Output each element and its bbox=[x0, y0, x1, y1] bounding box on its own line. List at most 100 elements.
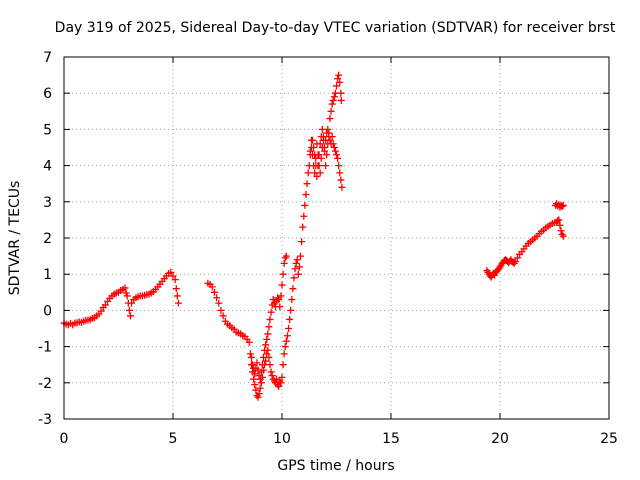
y-tick-label: -1 bbox=[38, 340, 52, 356]
data-point-marker bbox=[172, 285, 180, 293]
data-point-marker bbox=[266, 315, 274, 323]
data-point-marker bbox=[169, 272, 177, 280]
y-tick-label: 1 bbox=[43, 267, 52, 283]
data-point-marker bbox=[208, 283, 216, 291]
data-point-marker bbox=[173, 292, 181, 300]
x-tick-label: 20 bbox=[491, 431, 509, 447]
data-point-marker bbox=[328, 133, 336, 141]
data-point-marker bbox=[329, 140, 337, 148]
data-point-marker bbox=[258, 361, 266, 369]
data-point-marker bbox=[263, 335, 271, 343]
data-point-marker bbox=[256, 384, 264, 392]
data-point-marker bbox=[313, 172, 321, 180]
data-point-marker bbox=[210, 288, 218, 296]
data-point-marker bbox=[329, 96, 337, 104]
y-tick-label: 0 bbox=[43, 303, 52, 319]
data-point-marker bbox=[338, 183, 346, 191]
data-point-marker bbox=[290, 274, 298, 282]
x-tick-label: 10 bbox=[273, 431, 291, 447]
data-point-marker bbox=[558, 203, 566, 211]
data-point-marker bbox=[280, 259, 288, 267]
data-point-marker bbox=[291, 265, 299, 273]
data-point-marker bbox=[265, 323, 273, 331]
data-point-marker bbox=[327, 107, 335, 115]
data-point-marker bbox=[282, 337, 290, 345]
data-point-marker bbox=[334, 154, 342, 162]
data-point-marker bbox=[330, 93, 338, 101]
y-tick-label: 4 bbox=[43, 159, 52, 175]
data-point-marker bbox=[262, 341, 270, 349]
data-point-marker bbox=[277, 292, 285, 300]
data-point-marker bbox=[292, 259, 300, 267]
data-point-marker bbox=[264, 330, 272, 338]
data-point-marker bbox=[257, 368, 265, 376]
data-point-marker bbox=[254, 393, 262, 401]
data-point-marker bbox=[298, 238, 306, 246]
data-point-marker bbox=[255, 390, 263, 398]
data-point-marker bbox=[554, 217, 562, 225]
data-point-marker bbox=[123, 292, 131, 300]
data-point-marker bbox=[335, 162, 343, 170]
x-tick-label: 5 bbox=[169, 431, 178, 447]
data-point-marker bbox=[337, 89, 345, 97]
x-tick-label: 0 bbox=[60, 431, 69, 447]
data-point-marker bbox=[301, 201, 309, 209]
data-point-marker bbox=[101, 301, 109, 309]
grid-lines bbox=[64, 57, 609, 419]
data-point-marker bbox=[322, 162, 330, 170]
data-point-marker bbox=[215, 299, 223, 307]
data-point-marker bbox=[246, 350, 254, 358]
data-point-marker bbox=[555, 216, 563, 224]
data-point-marker bbox=[286, 315, 294, 323]
data-point-marker bbox=[121, 284, 129, 292]
data-point-marker bbox=[256, 375, 264, 383]
data-point-marker bbox=[278, 281, 286, 289]
data-point-marker bbox=[281, 343, 289, 351]
data-point-marker bbox=[310, 144, 318, 151]
data-point-marker bbox=[97, 307, 105, 315]
data-point-marker bbox=[335, 71, 343, 79]
data-point-marker bbox=[279, 270, 287, 278]
data-point-marker bbox=[257, 379, 265, 387]
data-point-marker bbox=[283, 332, 291, 340]
data-point-marker bbox=[331, 147, 339, 155]
data-point-marker bbox=[330, 144, 338, 151]
data-point-marker bbox=[167, 268, 175, 276]
data-point-marker bbox=[278, 373, 286, 381]
data-point-marker bbox=[276, 303, 284, 311]
data-point-marker bbox=[213, 294, 221, 302]
data-point-marker bbox=[268, 372, 276, 380]
data-point-marker bbox=[275, 382, 283, 390]
data-points bbox=[60, 71, 567, 401]
y-axis-label: SDTVAR / TECUs bbox=[7, 181, 23, 296]
data-point-marker bbox=[219, 312, 227, 320]
data-point-marker bbox=[557, 227, 565, 235]
data-point-marker bbox=[262, 357, 270, 365]
data-point-marker bbox=[334, 75, 342, 83]
data-point-marker bbox=[174, 299, 182, 307]
data-point-marker bbox=[309, 136, 317, 144]
data-point-marker bbox=[302, 191, 310, 199]
x-tick-label: 15 bbox=[382, 431, 400, 447]
data-point-marker bbox=[253, 359, 261, 367]
data-point-marker bbox=[336, 78, 344, 86]
data-point-marker bbox=[316, 169, 324, 177]
data-point-marker bbox=[304, 169, 312, 177]
data-point-marker bbox=[317, 154, 325, 162]
data-point-marker bbox=[326, 136, 334, 144]
data-point-marker bbox=[336, 169, 344, 177]
data-point-marker bbox=[294, 270, 302, 278]
x-tick-label: 25 bbox=[600, 431, 618, 447]
data-point-marker bbox=[287, 306, 295, 314]
y-tick-label: -3 bbox=[38, 412, 52, 428]
data-point-marker bbox=[323, 151, 331, 159]
data-point-marker bbox=[314, 162, 322, 170]
data-point-marker bbox=[321, 144, 329, 151]
data-point-marker bbox=[513, 254, 521, 262]
data-point-marker bbox=[251, 370, 259, 378]
data-point-marker bbox=[280, 350, 288, 358]
data-point-marker bbox=[289, 285, 297, 293]
data-point-marker bbox=[252, 386, 260, 394]
axis-ticks: 0 5 10 15 20 25 -3 -2 -1 0 1 2 3 4 5 6 7 bbox=[38, 50, 618, 447]
data-point-marker bbox=[288, 296, 296, 304]
